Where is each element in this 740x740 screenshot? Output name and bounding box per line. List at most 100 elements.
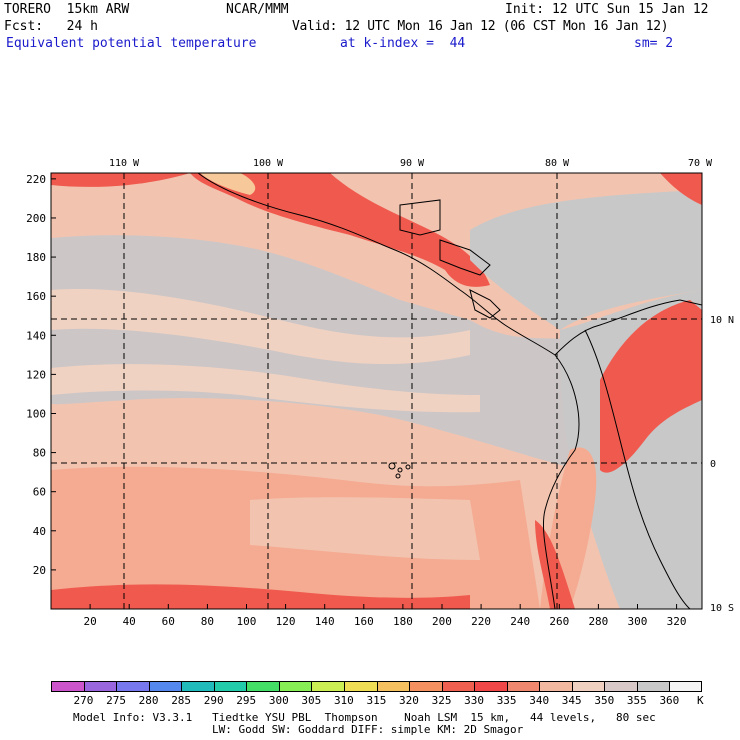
y-tick-label: 220 xyxy=(26,173,46,186)
y-tick-label: 140 xyxy=(26,329,46,342)
y-tick-label: 120 xyxy=(26,368,46,381)
colorbar-swatch xyxy=(376,681,410,692)
field-red-north xyxy=(51,173,190,187)
colorbar-swatch xyxy=(669,681,703,692)
init-time: Init: 12 UTC Sun 15 Jan 12 xyxy=(505,2,709,17)
colorbar-label: 345 xyxy=(561,694,582,707)
model-info-line: Model Info: V3.3.1 Tiedtke YSU PBL Thomp… xyxy=(73,711,656,724)
valid-time: Valid: 12 UTC Mon 16 Jan 12 (06 CST Mon … xyxy=(292,19,669,34)
smoothing-info: sm= 2 xyxy=(634,36,674,51)
field-central-america-orange xyxy=(200,173,256,195)
longitude-labels: 110 W 100 W 90 W 80 W 70 W xyxy=(109,158,713,169)
lat-label-0: 0 xyxy=(710,459,716,470)
colorbar-label: 335 xyxy=(496,694,517,707)
field-band-light-1 xyxy=(51,289,470,365)
x-tick-label: 80 xyxy=(201,615,214,628)
y-tick-label: 60 xyxy=(33,486,46,499)
y-tick-label: 100 xyxy=(26,407,46,420)
x-tick-label: 160 xyxy=(354,615,374,628)
colorbar-swatch xyxy=(246,681,280,692)
x-tick-label: 180 xyxy=(393,615,413,628)
x-tick-label: 240 xyxy=(510,615,530,628)
field-name: Equivalent potential temperature xyxy=(6,36,257,51)
x-tick-label: 60 xyxy=(162,615,175,628)
colorbar-label: 270 xyxy=(73,694,94,707)
field-caribbean-grey xyxy=(470,190,702,330)
coastlines xyxy=(197,173,702,609)
forecast-hour: Fcst: 24 h xyxy=(4,19,98,34)
latitude-labels: 10 N 0 10 S xyxy=(710,315,734,614)
x-tick-label: 280 xyxy=(588,615,608,628)
lon-label-80w: 80 W xyxy=(545,158,570,169)
x-tick-label: 320 xyxy=(667,615,687,628)
colorbar-swatch xyxy=(571,681,605,692)
field-caribbean-red xyxy=(660,173,702,205)
colorbar-label: 280 xyxy=(138,694,159,707)
physics-info-line: LW: Godd SW: Goddard DIFF: simple KM: 2D… xyxy=(212,723,524,736)
colorbar-swatch xyxy=(278,681,312,692)
colorbar-swatch xyxy=(311,681,345,692)
lat-label-10n: 10 N xyxy=(710,315,734,326)
colorbar-label: 285 xyxy=(171,694,192,707)
latlon-grid xyxy=(51,173,702,609)
colorbar-label: 340 xyxy=(529,694,550,707)
center-name: NCAR/MMM xyxy=(226,2,289,17)
y-tick-label: 40 xyxy=(33,525,46,538)
colorbar-label: 300 xyxy=(268,694,289,707)
colorbar-swatch xyxy=(604,681,638,692)
colorbar-swatch xyxy=(181,681,215,692)
colorbar-swatch xyxy=(474,681,508,692)
x-tick-label: 120 xyxy=(276,615,296,628)
field-andes-red xyxy=(600,300,702,473)
colorbar-label: 275 xyxy=(106,694,126,707)
x-axis: 20 40 60 80 100 120 140 160 180 200 220 240 260 280 30… xyxy=(83,604,687,628)
colorbar-swatch xyxy=(116,681,150,692)
model-name: TORERO 15km ARW xyxy=(4,2,130,17)
colorbar-label: 350 xyxy=(594,694,615,707)
y-tick-label: 180 xyxy=(26,251,46,264)
y-tick-label: 80 xyxy=(33,447,46,460)
x-tick-label: 300 xyxy=(628,615,648,628)
colorbar-label: 315 xyxy=(366,694,387,707)
colorbar-label: 355 xyxy=(626,694,647,707)
x-tick-label: 40 xyxy=(123,615,136,628)
colorbar-unit: K xyxy=(697,694,704,707)
colorbar-swatch xyxy=(409,681,443,692)
x-tick-label: 200 xyxy=(432,615,452,628)
field-band-light-2 xyxy=(51,364,480,413)
x-tick-label: 220 xyxy=(471,615,491,628)
lon-label-110w: 110 W xyxy=(109,158,140,169)
y-tick-label: 160 xyxy=(26,290,46,303)
theta-e-field xyxy=(51,173,702,609)
colorbar-swatch xyxy=(539,681,573,692)
level-info: at k-index = 44 xyxy=(340,36,466,51)
colorbar-swatch xyxy=(83,681,117,692)
colorbar-label: 320 xyxy=(399,694,419,707)
lon-label-100w: 100 W xyxy=(253,158,284,169)
colorbar-swatch xyxy=(506,681,540,692)
x-tick-label: 260 xyxy=(549,615,569,628)
lon-label-70w: 70 W xyxy=(688,158,713,169)
lon-label-90w: 90 W xyxy=(400,158,425,169)
x-tick-label: 100 xyxy=(237,615,257,628)
y-tick-label: 20 xyxy=(33,564,46,577)
colorbar-label: 295 xyxy=(236,694,257,707)
x-tick-label: 140 xyxy=(315,615,335,628)
colorbar-swatch xyxy=(441,681,475,692)
colorbar-label: 305 xyxy=(301,694,322,707)
colorbar-label: 290 xyxy=(203,694,224,707)
field-central-america-red xyxy=(190,173,490,287)
y-axis: 220 200 180 160 140 120 100 80 60 40 20 xyxy=(26,173,56,577)
colorbar-swatch xyxy=(51,681,85,692)
colorbar-swatch xyxy=(213,681,247,692)
colorbar-swatch xyxy=(148,681,182,692)
colorbar-label: 325 xyxy=(431,694,452,707)
colorbar-swatch xyxy=(636,681,670,692)
colorbar-label: 360 xyxy=(659,694,680,707)
x-tick-label: 20 xyxy=(83,615,96,628)
colorbar-label: 330 xyxy=(464,694,485,707)
lat-label-10s: 10 S xyxy=(710,603,734,614)
map-frame xyxy=(50,172,703,610)
field-band-red-south xyxy=(51,584,470,609)
